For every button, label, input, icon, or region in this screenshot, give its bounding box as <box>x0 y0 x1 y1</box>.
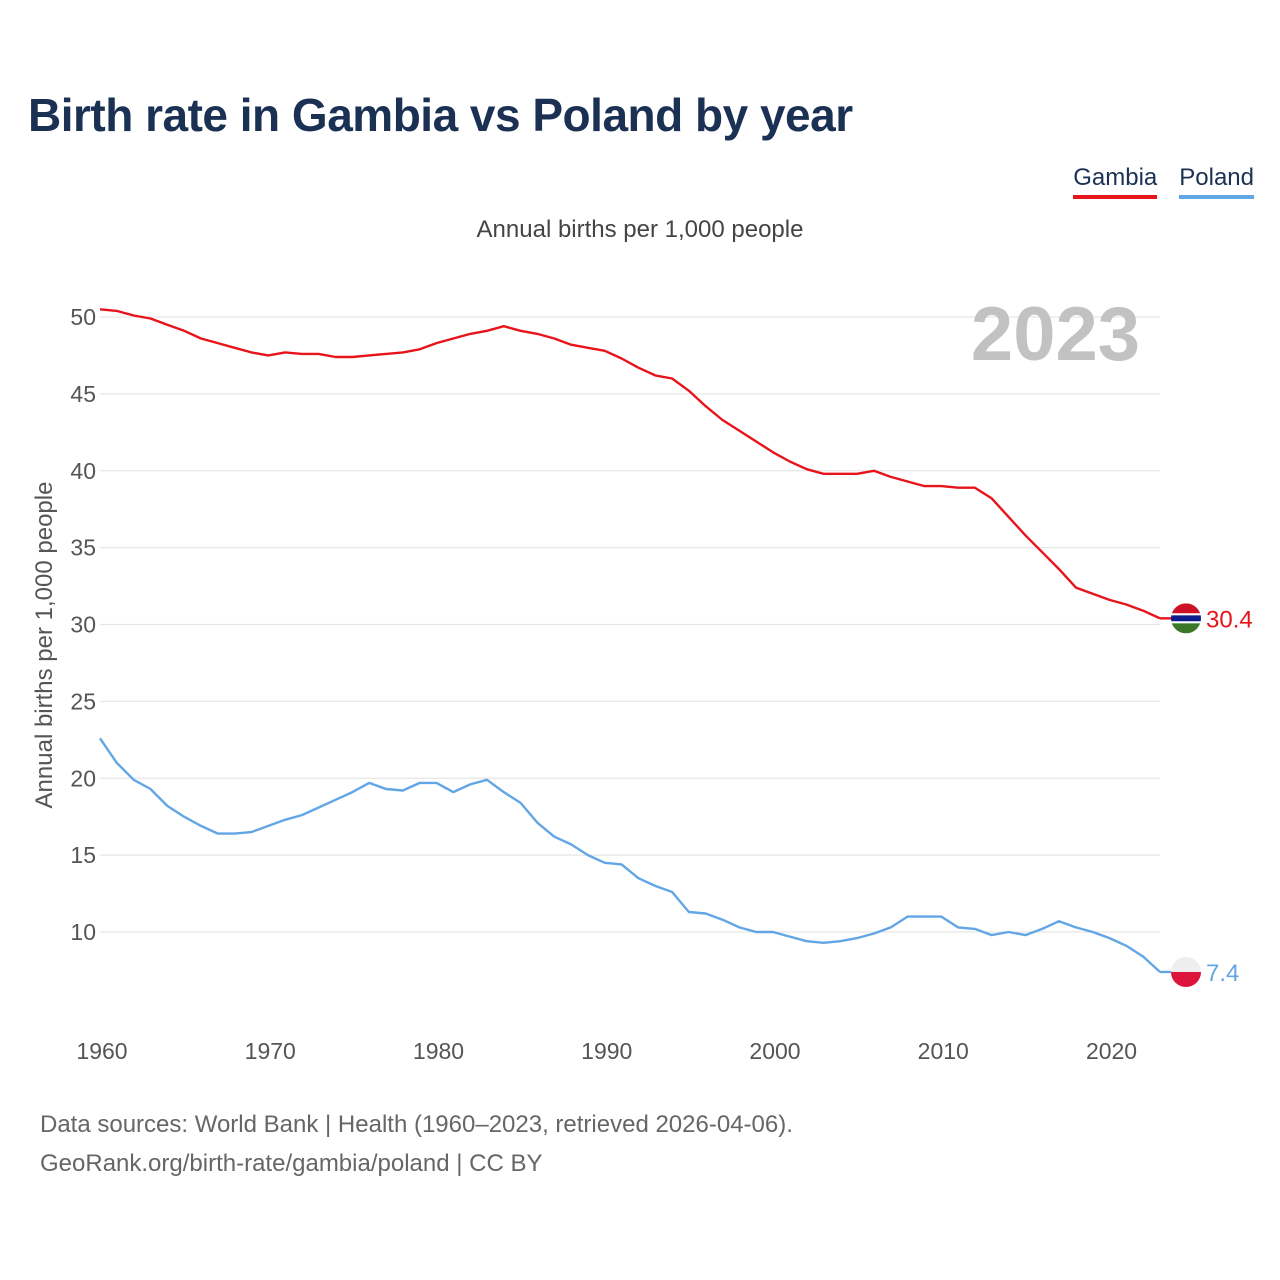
legend: Gambia Poland <box>1073 164 1254 199</box>
x-axis-ticks: 1960 1970 1980 1990 2000 2010 2020 <box>76 1038 1137 1064</box>
line-chart: 10 15 20 25 30 35 40 45 50 1960 1970 1980 1990 2000 2… <box>31 292 1253 1064</box>
source-note: Data sources: World Bank | Health (1960–… <box>40 1105 793 1183</box>
x-tick-label: 2010 <box>918 1038 969 1064</box>
y-tick-label: 10 <box>70 919 96 945</box>
y-tick-label: 40 <box>70 458 96 484</box>
y-axis-label: Annual births per 1,000 people <box>31 482 58 809</box>
series-end-value-poland: 7.4 <box>1206 960 1239 987</box>
series-line-poland[interactable] <box>99 737 1161 973</box>
legend-item-poland[interactable]: Poland <box>1179 164 1254 199</box>
chart-subtitle: Annual births per 1,000 people <box>476 216 804 243</box>
source-line-1: Data sources: World Bank | Health (1960–… <box>40 1111 793 1138</box>
x-tick-label: 1980 <box>413 1038 464 1064</box>
source-line-2[interactable]: GeoRank.org/birth-rate/gambia/poland | C… <box>40 1150 543 1177</box>
y-tick-label: 30 <box>70 612 96 638</box>
y-axis-ticks: 10 15 20 25 30 35 40 45 50 <box>70 304 96 945</box>
y-tick-label: 25 <box>70 688 96 714</box>
x-tick-label: 1990 <box>581 1038 632 1064</box>
x-tick-label: 1970 <box>245 1038 296 1064</box>
year-watermark: 2023 <box>971 292 1140 377</box>
series-line-gambia[interactable] <box>99 308 1161 620</box>
x-tick-label: 2000 <box>749 1038 800 1064</box>
y-tick-label: 20 <box>70 765 96 791</box>
grid-lines <box>100 316 1160 933</box>
flag-icon-poland <box>1171 956 1201 987</box>
y-tick-label: 15 <box>70 842 96 868</box>
y-tick-label: 45 <box>70 381 96 407</box>
x-tick-label: 2020 <box>1086 1038 1137 1064</box>
flag-icon-gambia <box>1171 603 1201 634</box>
x-tick-label: 1960 <box>76 1038 127 1064</box>
y-tick-label: 35 <box>70 535 96 561</box>
series-end-value-gambia: 30.4 <box>1206 606 1253 633</box>
y-tick-label: 50 <box>70 304 96 330</box>
legend-item-gambia[interactable]: Gambia <box>1073 164 1158 199</box>
chart-title: Birth rate in Gambia vs Poland by year <box>28 89 853 141</box>
